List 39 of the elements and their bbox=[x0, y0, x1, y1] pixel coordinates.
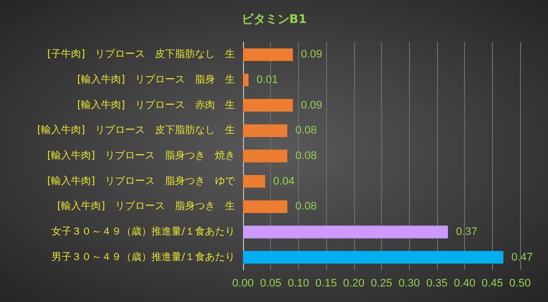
x-tick-label: 0.05 bbox=[260, 278, 282, 290]
bar bbox=[243, 74, 249, 86]
bar bbox=[243, 48, 293, 61]
data-label: 0.08 bbox=[295, 150, 317, 162]
y-tick-label: 男子３０～４９（歳）推進量/１食あたり bbox=[52, 250, 235, 263]
data-label: 0.09 bbox=[300, 99, 322, 112]
data-label: 0.47 bbox=[511, 251, 533, 264]
x-tick-label: 0.35 bbox=[426, 278, 448, 290]
x-tick-label: 0.40 bbox=[454, 278, 476, 290]
y-tick-label: [子牛肉] リブロース 皮下脂肪なし 生 bbox=[47, 48, 235, 60]
y-tick-label: [輸入牛肉] リブロース 脂身 生 bbox=[77, 74, 235, 86]
y-tick-label: [輸入牛肉] リブロース 脂身つき 生 bbox=[57, 200, 235, 212]
x-tick-label: 0.20 bbox=[343, 278, 365, 290]
bar bbox=[243, 200, 288, 213]
x-tick-label: 0.00 bbox=[232, 278, 254, 290]
x-tick-label: 0.10 bbox=[288, 278, 310, 290]
data-label: 0.01 bbox=[256, 74, 278, 86]
data-label: 0.08 bbox=[295, 124, 317, 137]
y-tick-label: [輸入牛肉] リブロース 皮下脂肪なし 生 bbox=[37, 124, 235, 136]
y-tick-label: [輸入牛肉] リブロース 赤肉 生 bbox=[77, 98, 235, 111]
bar bbox=[243, 99, 293, 112]
data-label: 0.08 bbox=[295, 200, 317, 213]
bar bbox=[243, 175, 266, 188]
y-tick-label: [輸入牛肉] リブロース 脂身つき ゆで bbox=[47, 174, 236, 187]
x-tick-label: 0.25 bbox=[370, 278, 392, 290]
bar bbox=[243, 124, 288, 137]
y-tick-label: 女子３０～４９（歳）推進量/１食あたり bbox=[52, 226, 235, 238]
x-tick-label: 0.15 bbox=[315, 278, 337, 290]
bar bbox=[243, 251, 504, 264]
chart-title: ビタミンB1 bbox=[241, 12, 307, 26]
bar bbox=[243, 150, 288, 162]
data-label: 0.04 bbox=[273, 175, 295, 188]
data-label: 0.09 bbox=[300, 48, 322, 61]
x-tick-label: 0.45 bbox=[482, 278, 504, 290]
bar bbox=[243, 226, 448, 238]
data-label: 0.37 bbox=[456, 226, 478, 238]
x-tick-label: 0.50 bbox=[509, 278, 531, 290]
x-tick-label: 0.30 bbox=[398, 278, 420, 290]
y-tick-label: [輸入牛肉] リブロース 脂身つき 焼き bbox=[47, 150, 235, 162]
